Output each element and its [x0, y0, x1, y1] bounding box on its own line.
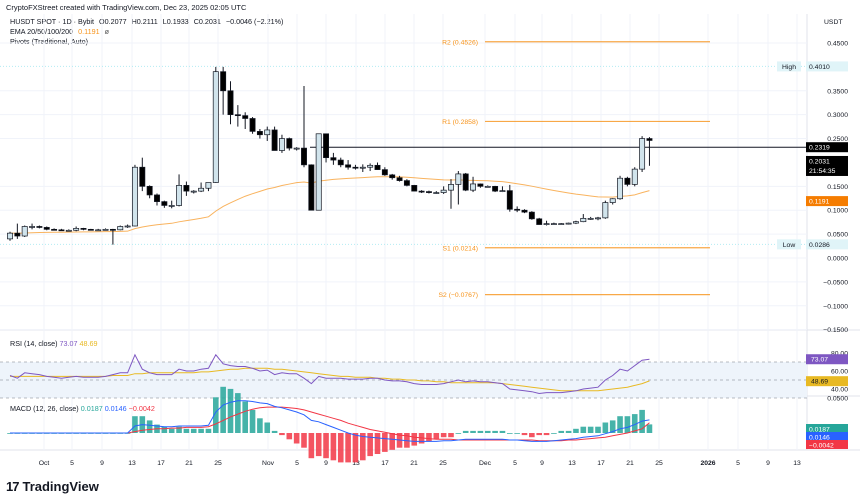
- svg-text:0.3000: 0.3000: [827, 112, 848, 119]
- svg-text:13: 13: [793, 460, 801, 467]
- ohlc-high: H0.2111: [131, 17, 158, 26]
- svg-text:60.00: 60.00: [831, 369, 848, 376]
- svg-text:0.0500: 0.0500: [827, 396, 848, 403]
- ema-legend[interactable]: EMA 20/50/100/200 0.1191 ø: [10, 27, 112, 36]
- tradingview-brand: TradingView: [22, 479, 99, 494]
- attribution: CryptoFXStreet created with TradingView.…: [6, 3, 247, 12]
- svg-text:21:54:35: 21:54:35: [809, 168, 836, 175]
- svg-text:−0.0500: −0.0500: [823, 279, 848, 286]
- svg-text:0.0146: 0.0146: [809, 435, 830, 442]
- svg-text:−0.1000: −0.1000: [823, 303, 848, 310]
- svg-text:Low: Low: [783, 242, 796, 249]
- symbol-legend: HUSDT SPOT · 1D · Bybit O0.2077 H0.2111 …: [10, 17, 286, 26]
- price-label: 0.2319: [806, 142, 848, 153]
- rsi-ma-value: 48.69: [79, 339, 98, 348]
- ema-label: EMA 20/50/100/200: [10, 27, 74, 36]
- svg-text:0.1500: 0.1500: [827, 184, 848, 191]
- svg-text:0.3500: 0.3500: [827, 88, 848, 95]
- price-label: 0.1191: [806, 196, 848, 207]
- svg-text:0.2031: 0.2031: [809, 158, 830, 165]
- svg-text:0.0187: 0.0187: [809, 427, 830, 434]
- svg-text:S1 (0.0214): S1 (0.0214): [442, 245, 478, 252]
- pivots-label: Pivots (Traditional, Auto): [10, 37, 89, 46]
- rsi-legend[interactable]: RSI (14, close) 73.07 48.69: [10, 339, 98, 348]
- macd-signal-value: 0.0146: [104, 404, 127, 413]
- svg-text:40.00: 40.00: [831, 387, 848, 394]
- svg-text:5: 5: [736, 460, 740, 467]
- ohlc-close: C0.2031: [193, 17, 221, 26]
- tradingview-logo-icon: 17: [6, 479, 20, 494]
- svg-text:Nov: Nov: [262, 460, 275, 467]
- price-label: High 0.4010: [777, 61, 848, 72]
- svg-text:0.1000: 0.1000: [827, 208, 848, 215]
- svg-text:17: 17: [381, 460, 389, 467]
- svg-text:5: 5: [70, 460, 74, 467]
- svg-text:5: 5: [513, 460, 517, 467]
- svg-text:21: 21: [185, 460, 193, 467]
- svg-text:Oct: Oct: [39, 460, 50, 467]
- hidden-icon[interactable]: ø: [104, 27, 109, 36]
- svg-text:13: 13: [128, 460, 136, 467]
- tradingview-logo[interactable]: 17 TradingView: [6, 479, 99, 494]
- svg-text:17: 17: [157, 460, 165, 467]
- svg-text:0.2500: 0.2500: [827, 136, 848, 143]
- ema-value: 0.1191: [78, 27, 100, 36]
- pivots-legend[interactable]: Pivots (Traditional, Auto): [10, 37, 91, 46]
- svg-text:R2 (0.4526): R2 (0.4526): [442, 39, 478, 46]
- rsi-label: RSI (14, close): [10, 339, 58, 348]
- svg-text:9: 9: [100, 460, 104, 467]
- macd-label: MACD (12, 26, close): [10, 404, 79, 413]
- svg-text:0.4500: 0.4500: [827, 41, 848, 48]
- svg-text:21: 21: [626, 460, 634, 467]
- svg-text:25: 25: [655, 460, 663, 467]
- svg-text:5: 5: [295, 460, 299, 467]
- macd-legend[interactable]: MACD (12, 26, close) 0.0187 0.0146 −0.00…: [10, 404, 155, 413]
- svg-text:25: 25: [439, 460, 447, 467]
- svg-text:−0.0042: −0.0042: [809, 443, 834, 450]
- macd-diff-value: −0.0042: [128, 404, 155, 413]
- rsi-value: 73.07: [59, 339, 78, 348]
- svg-text:2026: 2026: [700, 460, 715, 467]
- svg-text:0.4010: 0.4010: [809, 64, 830, 71]
- svg-text:−0.1500: −0.1500: [823, 327, 848, 334]
- symbol-name[interactable]: HUSDT SPOT · 1D · Bybit: [10, 17, 95, 26]
- svg-text:R1 (0.2858): R1 (0.2858): [442, 119, 478, 126]
- price-label: 0.2031 21:54:35: [806, 155, 848, 176]
- svg-text:0.0500: 0.0500: [827, 232, 848, 239]
- svg-text:High: High: [782, 64, 796, 71]
- ohlc-low: L0.1933: [162, 17, 189, 26]
- svg-text:17: 17: [597, 460, 605, 467]
- svg-text:0.0000: 0.0000: [827, 256, 848, 263]
- svg-text:9: 9: [324, 460, 328, 467]
- svg-text:0.2319: 0.2319: [809, 145, 830, 152]
- price-label: Low 0.0286: [777, 239, 848, 250]
- svg-text:0.1191: 0.1191: [809, 199, 830, 206]
- svg-text:9: 9: [540, 460, 544, 467]
- svg-text:S2 (−0.0767): S2 (−0.0767): [439, 292, 479, 299]
- svg-text:48.69: 48.69: [811, 379, 828, 386]
- svg-text:0.0286: 0.0286: [809, 242, 830, 249]
- ohlc-change: −0.0046 (−2.21%): [225, 17, 284, 26]
- currency-label: USDT: [824, 19, 843, 26]
- svg-text:80.00: 80.00: [831, 351, 848, 358]
- svg-text:13: 13: [568, 460, 576, 467]
- ohlc-open: O0.2077: [99, 17, 127, 26]
- svg-text:9: 9: [766, 460, 770, 467]
- svg-text:21: 21: [410, 460, 418, 467]
- svg-text:73.07: 73.07: [811, 357, 828, 364]
- svg-text:13: 13: [352, 460, 360, 467]
- svg-text:Dec: Dec: [479, 460, 492, 467]
- macd-hist-value: 0.0187: [80, 404, 103, 413]
- svg-text:25: 25: [214, 460, 222, 467]
